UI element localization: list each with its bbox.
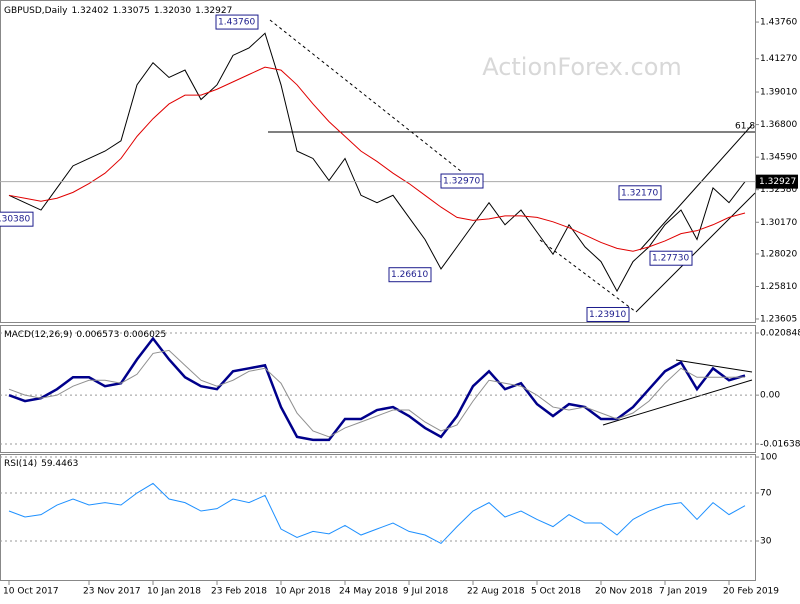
x-tick-label: 10 Oct 2017 (3, 587, 59, 597)
y-tick-label: 1.43760 (760, 18, 797, 28)
y-tick-label: 1.30170 (760, 218, 797, 228)
last-price-box (756, 174, 798, 189)
series-line (8, 482, 746, 545)
header-part: 1.32030 (154, 6, 191, 16)
panel-header: GBPUSD,Daily 1.32402 1.33075 1.32030 1.32927 (4, 6, 232, 16)
channel-line (639, 124, 753, 251)
series-line (8, 32, 746, 293)
macd-trendline (675, 359, 753, 373)
price-annotation-box (618, 185, 662, 201)
x-tick-label: 10 Jan 2018 (147, 587, 201, 597)
watermark: ActionForex.com (482, 53, 682, 81)
header-part: GBPUSD,Daily (4, 6, 68, 16)
x-tick-label: 9 Jul 2018 (403, 587, 448, 597)
x-tick-label: 7 Jan 2019 (659, 587, 707, 597)
price-annotation-box (388, 267, 432, 283)
y-tick-label: 0.020848 (760, 328, 800, 338)
price-annotation: 1.43760 (218, 18, 255, 28)
y-tick-label: 1.34590 (760, 153, 797, 163)
header-part: 0.006025 (123, 330, 166, 340)
y-tick-label: 1.39010 (760, 88, 797, 98)
y-tick-label: 100 (760, 453, 777, 463)
header-part: 1.32927 (195, 6, 232, 16)
y-tick-label: 70 (760, 489, 772, 499)
y-tick-label: 1.32380 (760, 185, 797, 195)
price-annotation-box (0, 211, 34, 227)
x-tick-label: 23 Nov 2017 (83, 587, 141, 597)
x-tick-label: 20 Nov 2018 (595, 587, 653, 597)
header-part: 59.4463 (41, 459, 78, 469)
price-annotation: 1.23910 (589, 310, 626, 320)
y-tick-label: 1.36800 (760, 120, 797, 130)
x-tick-label: 20 Feb 2019 (723, 587, 779, 597)
x-tick-label: 5 Oct 2018 (531, 587, 581, 597)
series-line (8, 66, 746, 252)
y-tick-label: 30 (760, 537, 772, 547)
macd-trendline (602, 379, 753, 426)
header-part: RSI(14) (4, 459, 37, 469)
channel-line (635, 192, 756, 313)
y-tick-label: 1.28020 (760, 249, 797, 259)
y-tick-label: 1.41270 (760, 54, 797, 64)
fib-label: 61.8 (735, 122, 755, 132)
price-annotation: 1.30380 (0, 215, 30, 225)
x-tick-label: 10 Apr 2018 (275, 587, 331, 597)
price-annotation: 1.27730 (652, 254, 689, 264)
header-part: 0.006573 (76, 330, 119, 340)
x-tick-label: 23 Feb 2018 (211, 587, 267, 597)
panel-header: MACD(12,26,9) 0.006573 0.006025 (4, 330, 166, 340)
header-part: 1.33075 (113, 6, 150, 16)
trendline (539, 239, 637, 313)
header-part: 1.32402 (71, 6, 108, 16)
panel-header: RSI(14) 59.4463 (4, 459, 78, 469)
price-annotation-box (649, 250, 693, 266)
y-tick-label: 1.23605 (760, 314, 797, 324)
header-part: MACD(12,26,9) (4, 330, 72, 340)
price-panel (0, 0, 756, 323)
x-tick-label: 24 May 2018 (339, 587, 398, 597)
y-tick-label: 1.25810 (760, 282, 797, 292)
price-annotation: 1.32170 (621, 188, 658, 198)
price-annotation: 1.32970 (443, 177, 480, 187)
macd-panel (0, 325, 756, 453)
price-annotation-box (586, 306, 630, 322)
y-tick-label: 0.00 (760, 391, 780, 401)
price-annotation: 1.26610 (391, 270, 428, 280)
y-tick-label: -0.016389 (760, 439, 800, 449)
last-price-label: 1.32927 (759, 177, 796, 187)
price-annotation-box (440, 173, 484, 189)
rsi-panel (0, 454, 756, 581)
x-tick-label: 22 Aug 2018 (467, 587, 525, 597)
series-line (8, 336, 746, 442)
trendline (269, 19, 463, 173)
series-line (8, 349, 746, 438)
price-annotation-box (215, 14, 259, 30)
